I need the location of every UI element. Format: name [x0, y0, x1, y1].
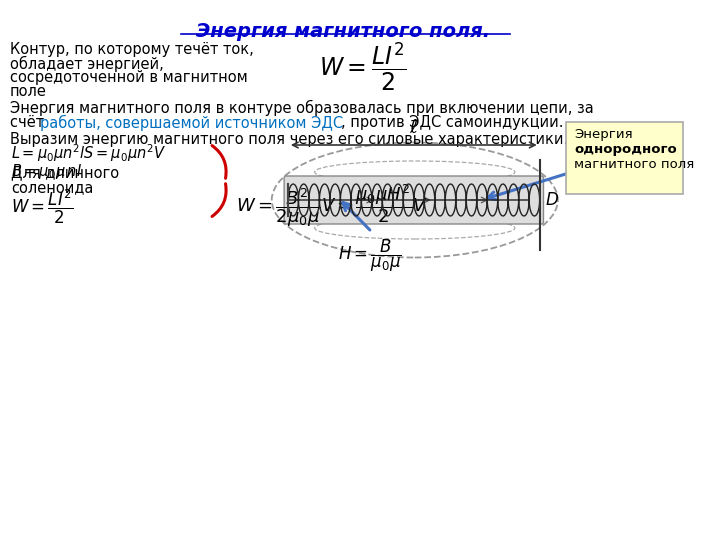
Text: $W = \dfrac{LI^2}{2}$: $W = \dfrac{LI^2}{2}$	[320, 40, 407, 92]
FancyBboxPatch shape	[284, 176, 544, 224]
Text: сосредоточенной в магнитном: сосредоточенной в магнитном	[9, 70, 247, 85]
Text: $D$: $D$	[545, 191, 559, 209]
Text: Энергия магнитного поля в контуре образовалась при включении цепи, за: Энергия магнитного поля в контуре образо…	[9, 100, 593, 116]
Text: $W = \dfrac{LI^2}{2}$: $W = \dfrac{LI^2}{2}$	[12, 188, 73, 226]
Text: $\ell$: $\ell$	[409, 118, 418, 137]
Text: $W = \dfrac{B^2}{2\mu_0\mu}V = \dfrac{\mu_0\mu H^2}{2}V$: $W = \dfrac{B^2}{2\mu_0\mu}V = \dfrac{\m…	[236, 182, 428, 229]
Text: соленоида: соленоида	[12, 180, 94, 195]
Text: работы, совершаемой источником ЭДС: работы, совершаемой источником ЭДС	[40, 115, 343, 131]
Text: счёт: счёт	[9, 115, 48, 130]
Text: поле: поле	[9, 84, 46, 99]
Text: , против ЭДС самоиндукции.: , против ЭДС самоиндукции.	[341, 115, 564, 130]
Text: Энергия магнитного поля.: Энергия магнитного поля.	[196, 22, 490, 41]
Text: $H = \dfrac{B}{\mu_0\mu}$: $H = \dfrac{B}{\mu_0\mu}$	[338, 238, 402, 274]
Text: Контур, по которому течёт ток,: Контур, по которому течёт ток,	[9, 42, 253, 57]
Text: однородного: однородного	[574, 143, 677, 156]
Text: $L = \mu_0\mu n^2 lS = \mu_0\mu n^2 V$: $L = \mu_0\mu n^2 lS = \mu_0\mu n^2 V$	[12, 142, 167, 164]
Text: Выразим энергию магнитного поля через его силовые характеристики.: Выразим энергию магнитного поля через ег…	[9, 132, 568, 147]
Text: Энергия: Энергия	[574, 128, 633, 141]
Text: обладает энергией,: обладает энергией,	[9, 56, 163, 72]
Text: магнитного поля: магнитного поля	[574, 158, 694, 171]
Text: $B = \mu_0 \mu \, n I$: $B = \mu_0 \mu \, n I$	[12, 162, 83, 181]
Text: Для длинного: Для длинного	[12, 165, 120, 180]
FancyBboxPatch shape	[567, 122, 683, 194]
